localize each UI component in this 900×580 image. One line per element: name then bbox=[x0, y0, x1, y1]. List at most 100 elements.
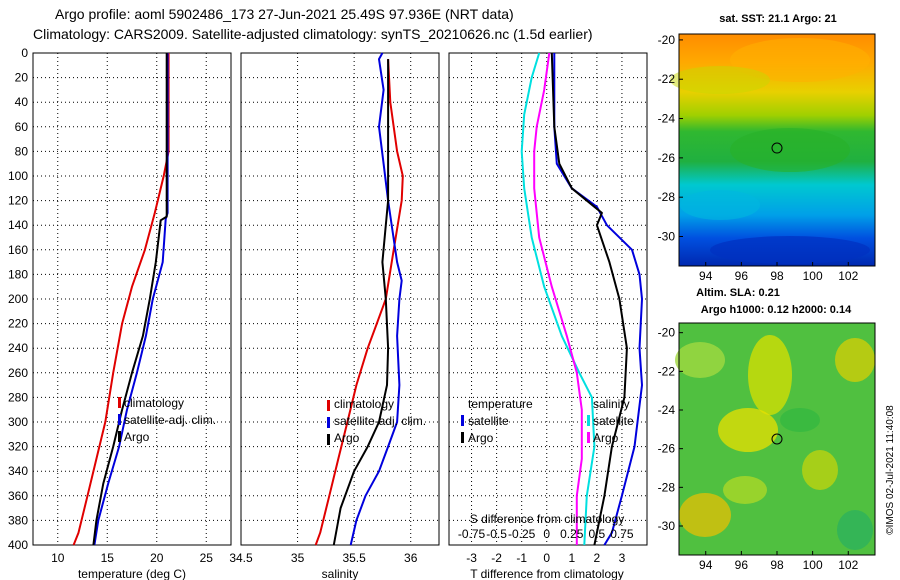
sst-green-patch bbox=[730, 128, 850, 172]
difference-legend: temperature satellite Argo salinity sate… bbox=[461, 397, 634, 445]
depth-tick-label: 100 bbox=[8, 169, 28, 183]
sst-warm-patch bbox=[730, 38, 870, 82]
legend-swatch-argo bbox=[327, 434, 330, 445]
s-diff-tick-label: 0.5 bbox=[589, 527, 606, 541]
depth-tick-label: 220 bbox=[8, 317, 28, 331]
lat-tick-label: -28 bbox=[658, 190, 676, 204]
altimetry-lon-ticks: 94 96 98 100 102 bbox=[699, 551, 859, 572]
lat-tick-label: -24 bbox=[658, 112, 676, 126]
depth-tick-label: 40 bbox=[15, 95, 29, 109]
legend-salinity-argo: Argo bbox=[593, 431, 619, 445]
s-diff-tick-label: 0 bbox=[543, 527, 550, 541]
sla-patch bbox=[723, 476, 767, 504]
x-tick-label: -1 bbox=[516, 551, 527, 565]
lon-tick-label: 102 bbox=[838, 558, 858, 572]
x-tick-label: 0 bbox=[543, 551, 550, 565]
series-line-salinity-difference-argo- bbox=[533, 52, 583, 545]
lon-tick-label: 94 bbox=[699, 269, 713, 283]
lon-tick-label: 98 bbox=[770, 269, 784, 283]
difference-grid bbox=[449, 53, 647, 545]
legend-temperature-satellite: satellite bbox=[468, 414, 509, 428]
salinity-profiles bbox=[314, 52, 404, 546]
legend-swatch-argo bbox=[461, 432, 464, 443]
x-tick-label: 3 bbox=[619, 551, 626, 565]
depth-tick-label: 400 bbox=[8, 538, 28, 552]
depth-tick-label: 300 bbox=[8, 415, 28, 429]
lon-tick-label: 102 bbox=[838, 269, 858, 283]
legend-swatch-argo bbox=[118, 431, 121, 442]
argo-location-marker bbox=[771, 433, 783, 445]
series-line-salinity-difference-satellite- bbox=[520, 52, 596, 546]
difference-profiles bbox=[520, 52, 643, 546]
salinity-grid bbox=[240, 53, 439, 545]
temperature-tick-labels: 10 15 20 25 bbox=[51, 551, 213, 565]
legend-climatology: climatology bbox=[334, 397, 394, 411]
altimetry-map-subtitle: Argo h1000: 0.12 h2000: 0.14 bbox=[701, 304, 852, 316]
lat-tick-label: -30 bbox=[658, 230, 676, 244]
x-tick-label: 35.5 bbox=[342, 551, 366, 565]
series-line-temperature-difference-argo- bbox=[550, 52, 628, 546]
temperature-x-label: temperature (deg C) bbox=[78, 567, 186, 580]
depth-tick-label: 200 bbox=[8, 292, 28, 306]
sst-cyan-patch bbox=[680, 190, 760, 220]
salinity-tick-labels: 34.5 35 35.5 36 bbox=[229, 551, 417, 565]
lon-tick-label: 96 bbox=[735, 269, 749, 283]
argo-location-marker bbox=[771, 142, 783, 154]
legend-temperature-title: temperature bbox=[468, 397, 533, 411]
depth-tick-label: 0 bbox=[21, 46, 28, 60]
depth-tick-label: 160 bbox=[8, 243, 28, 257]
lat-tick-label: -22 bbox=[658, 72, 676, 86]
legend-climatology: climatology bbox=[124, 396, 184, 410]
depth-tick-label: 20 bbox=[15, 71, 29, 85]
x-tick-label: 2 bbox=[594, 551, 601, 565]
sla-patch bbox=[837, 510, 873, 550]
series-line-climatology bbox=[72, 53, 170, 546]
lat-tick-label: -24 bbox=[658, 403, 676, 417]
lon-tick-label: 100 bbox=[803, 269, 823, 283]
lat-tick-label: -26 bbox=[658, 442, 676, 456]
legend-swatch-satellite bbox=[461, 415, 464, 426]
series-line-argo bbox=[92, 53, 168, 546]
series-line-climatology bbox=[314, 59, 404, 546]
lon-tick-label: 94 bbox=[699, 558, 713, 572]
x-tick-label: 34.5 bbox=[229, 551, 253, 565]
sst-yellow-patch bbox=[670, 66, 770, 94]
temperature-grid bbox=[33, 53, 231, 545]
depth-tick-label: 120 bbox=[8, 194, 28, 208]
difference-tick-labels: -3 -2 -1 0 1 2 3 bbox=[466, 551, 625, 565]
legend-salinity-title: salinity bbox=[593, 397, 630, 411]
s-difference-label: S difference from climatology bbox=[470, 512, 625, 526]
s-diff-tick-label: -0.5 bbox=[486, 527, 507, 541]
depth-tick-label: 260 bbox=[8, 366, 28, 380]
legend-temperature-argo: Argo bbox=[468, 431, 494, 445]
sst-lon-ticks: 94 96 98 100 102 bbox=[699, 262, 859, 283]
temperature-panel: 0 20 40 60 80 100 120 140 160 180 200 220 240 260 280 3… bbox=[8, 46, 232, 580]
s-diff-tick-label: -0.75 bbox=[458, 527, 486, 541]
lon-tick-label: 98 bbox=[770, 558, 784, 572]
sla-patch bbox=[835, 338, 875, 382]
legend-satellite: satellite-adj. clim. bbox=[124, 413, 216, 427]
s-diff-tick-label: -0.25 bbox=[508, 527, 536, 541]
sla-patch bbox=[675, 342, 725, 378]
series-line-satellite-adj-clim- bbox=[349, 52, 403, 546]
depth-tick-label: 180 bbox=[8, 267, 28, 281]
sla-patch bbox=[780, 408, 820, 432]
legend-swatch-s-satellite bbox=[587, 415, 590, 426]
title-line-1: Argo profile: aoml 5902486_173 27-Jun-20… bbox=[55, 6, 514, 22]
altimetry-map-title: Altim. SLA: 0.21 bbox=[696, 287, 780, 299]
s-difference-tick-labels: -0.75 -0.5 -0.25 0 0.25 0.5 0.75 bbox=[458, 527, 634, 541]
legend-swatch-climatology bbox=[118, 397, 121, 408]
lat-tick-label: -20 bbox=[658, 326, 676, 340]
title-line-2: Climatology: CARS2009. Satellite-adjuste… bbox=[33, 26, 593, 42]
sla-patch bbox=[718, 408, 778, 452]
s-diff-tick-label: 0.25 bbox=[560, 527, 584, 541]
depth-tick-label: 80 bbox=[15, 144, 29, 158]
legend-swatch-satellite bbox=[327, 417, 330, 428]
sst-map-title: sat. SST: 21.1 Argo: 21 bbox=[719, 13, 837, 25]
altimetry-map-panel: Altim. SLA: 0.21 Argo h1000: 0.12 h2000:… bbox=[658, 287, 876, 572]
x-tick-label: 1 bbox=[568, 551, 575, 565]
x-tick-label: 25 bbox=[200, 551, 214, 565]
series-line-argo bbox=[332, 59, 390, 546]
altimetry-lat-ticks: -20 -22 -24 -26 -28 -30 bbox=[658, 326, 683, 533]
depth-tick-label: 360 bbox=[8, 489, 28, 503]
